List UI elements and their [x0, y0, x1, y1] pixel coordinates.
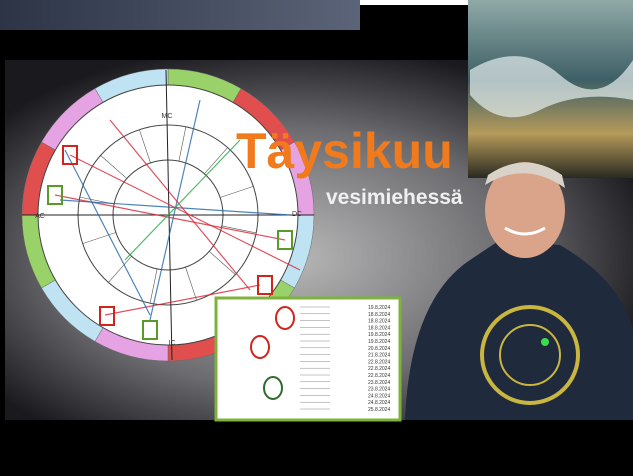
- table-date: 18.8.2024: [368, 325, 390, 331]
- table-date: 19.8.2024: [368, 332, 390, 338]
- table-date: 20.8.2024: [368, 346, 390, 352]
- dc-label: DC: [292, 211, 302, 218]
- table-date: 19.8.2024: [368, 305, 390, 311]
- table-date: 22.8.2024: [368, 366, 390, 372]
- ac-label: AC: [35, 213, 45, 220]
- table-date: 24.8.2024: [368, 400, 390, 406]
- top-strip: [0, 0, 360, 30]
- table-date: 22.8.2024: [368, 359, 390, 365]
- table-date: 25.8.2024: [368, 407, 390, 413]
- top-white: [360, 0, 470, 5]
- table-date: 18.8.2024: [368, 319, 390, 325]
- thumbnail: MC IC AC DC 19.8.202418.8.202418.8.20241…: [0, 0, 633, 476]
- table-date: 21.8.2024: [368, 353, 390, 359]
- table-date: 23.8.2024: [368, 380, 390, 386]
- table-date: 18.8.2024: [368, 312, 390, 318]
- table-date: 23.8.2024: [368, 387, 390, 393]
- table-date: 22.8.2024: [368, 373, 390, 379]
- table-date: 19.8.2024: [368, 339, 390, 345]
- title: Täysikuu: [236, 123, 453, 179]
- page: {"thumbnail": {"title": "Täysikuu", "sub…: [0, 0, 633, 476]
- subtitle: vesimiehessä: [326, 186, 463, 209]
- ic-label: IC: [169, 340, 176, 347]
- table-date: 24.8.2024: [368, 393, 390, 399]
- mc-label: MC: [162, 113, 173, 120]
